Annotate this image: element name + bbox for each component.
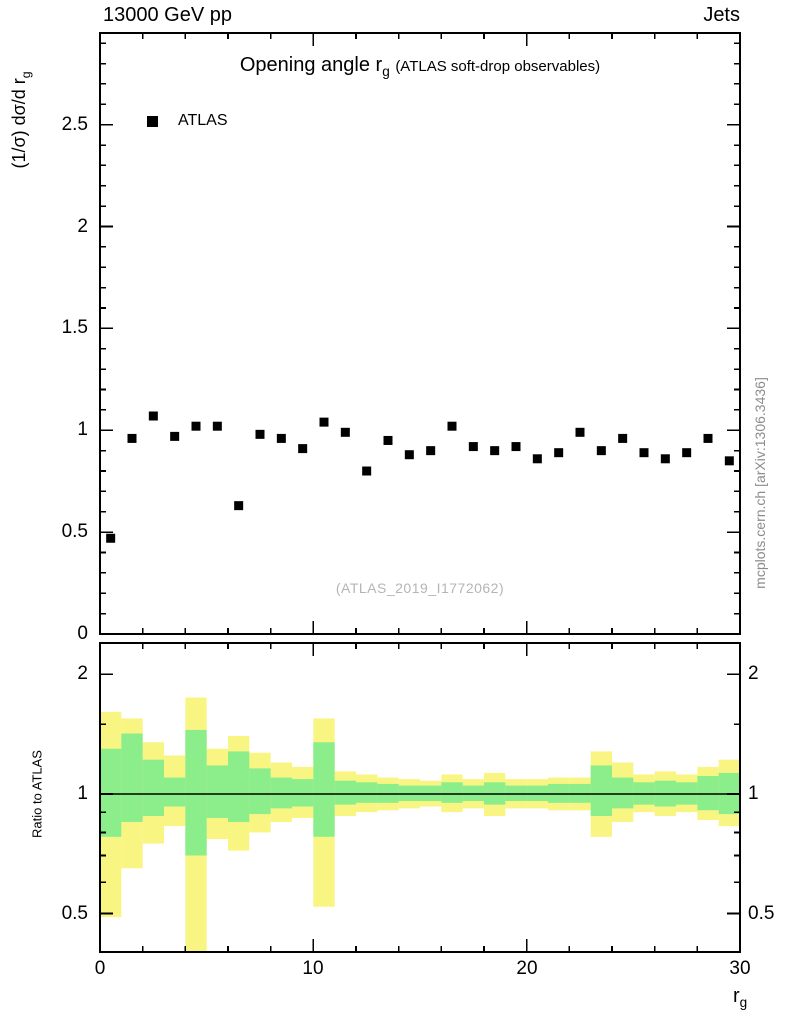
ratio-panel-frame	[99, 642, 741, 953]
x-axis-label-main: r	[733, 985, 740, 1007]
ratio-band-inner	[292, 779, 314, 807]
data-point	[554, 448, 564, 458]
ratio-band-inner	[142, 759, 164, 817]
data-point	[276, 433, 286, 443]
data-point	[490, 446, 500, 456]
ratio-tick-label-left: 1	[77, 783, 88, 804]
x-axis-label-subscript: g	[739, 995, 748, 1010]
plot-title-main: Opening angle r	[239, 54, 383, 76]
ratio-band-inner	[590, 765, 612, 817]
ratio-band-inner	[356, 782, 378, 803]
ratio-band-inner	[441, 782, 463, 803]
ratio-band-inner	[228, 751, 250, 823]
ratio-band-inner	[185, 729, 207, 856]
data-point	[148, 411, 158, 421]
ratio-band-inner	[100, 748, 122, 837]
data-point	[191, 421, 201, 431]
x-tick-label: 10	[302, 958, 324, 979]
data-point	[532, 454, 542, 464]
ratio-band-inner	[697, 775, 719, 811]
data-point	[106, 533, 116, 543]
y-tick-label: 1	[77, 419, 88, 440]
data-point	[511, 442, 521, 452]
data-point	[703, 433, 713, 443]
legend-entry-label: ATLAS	[178, 112, 228, 129]
plot-title-subscript: g	[382, 64, 390, 79]
plot-title-detail: (ATLAS soft-drop observables)	[395, 58, 601, 75]
ratio-band-inner	[612, 777, 634, 809]
data-point	[404, 450, 414, 460]
data-point	[468, 442, 478, 452]
data-point	[660, 454, 670, 464]
ratio-tick-label-left: 0.5	[61, 903, 88, 924]
ratio-band-inner	[206, 765, 228, 818]
ratio-tick-label-right: 2	[748, 663, 759, 684]
x-tick-label: 20	[516, 958, 538, 979]
y-axis-label-main: (1/σ) dσ/d r	[9, 78, 30, 169]
data-point	[319, 417, 329, 427]
y-tick-label: 2.5	[61, 114, 88, 135]
data-point	[618, 433, 628, 443]
data-point	[682, 448, 692, 458]
data-point	[383, 435, 393, 445]
data-point	[596, 446, 606, 456]
y-tick-label: 0	[77, 623, 88, 644]
y-tick-label: 0.5	[61, 521, 88, 542]
legend: ATLAS	[147, 112, 228, 130]
ratio-band-inner	[121, 733, 143, 823]
data-point	[170, 431, 180, 441]
data-point	[639, 448, 649, 458]
plot-title: Opening angle rg (ATLAS soft-drop observ…	[100, 54, 740, 79]
process-label: Jets	[703, 4, 740, 26]
legend-marker-icon	[147, 115, 158, 127]
data-point	[724, 456, 734, 466]
ratio-tick-label-right: 0.5	[748, 903, 775, 924]
x-axis-label: rg	[733, 985, 747, 1010]
ratio-band-inner	[164, 777, 186, 807]
y-axis-label-subscript: g	[18, 71, 33, 79]
ratio-tick-label-right: 1	[748, 783, 759, 804]
ratio-tick-label-left: 2	[77, 663, 88, 684]
x-tick-label: 30	[729, 958, 751, 979]
data-point	[212, 421, 222, 431]
data-point	[234, 501, 244, 511]
x-tick-label: 0	[94, 958, 106, 979]
data-point	[575, 427, 585, 437]
ratio-band-inner	[249, 768, 271, 815]
data-point	[340, 427, 350, 437]
data-point	[298, 444, 308, 454]
beam-energy-label: 13000 GeV pp	[103, 4, 232, 26]
ratio-band-inner	[270, 777, 292, 809]
provenance-sidetext: mcplots.cern.ch [arXiv:1306.3436]	[752, 377, 768, 589]
analysis-id-watermark: (ATLAS_2019_I1772062)	[335, 580, 505, 596]
y-axis-label: (1/σ) dσ/d rg	[9, 71, 33, 168]
y-tick-label: 1.5	[61, 317, 88, 338]
main-panel-frame	[99, 32, 741, 635]
ratio-band-inner	[334, 780, 356, 805]
data-point	[127, 433, 137, 443]
y-tick-label: 2	[77, 216, 88, 237]
data-point	[362, 466, 372, 476]
data-point	[255, 429, 265, 439]
data-point	[447, 421, 457, 431]
ratio-band-inner	[313, 742, 335, 837]
data-point	[426, 446, 436, 456]
